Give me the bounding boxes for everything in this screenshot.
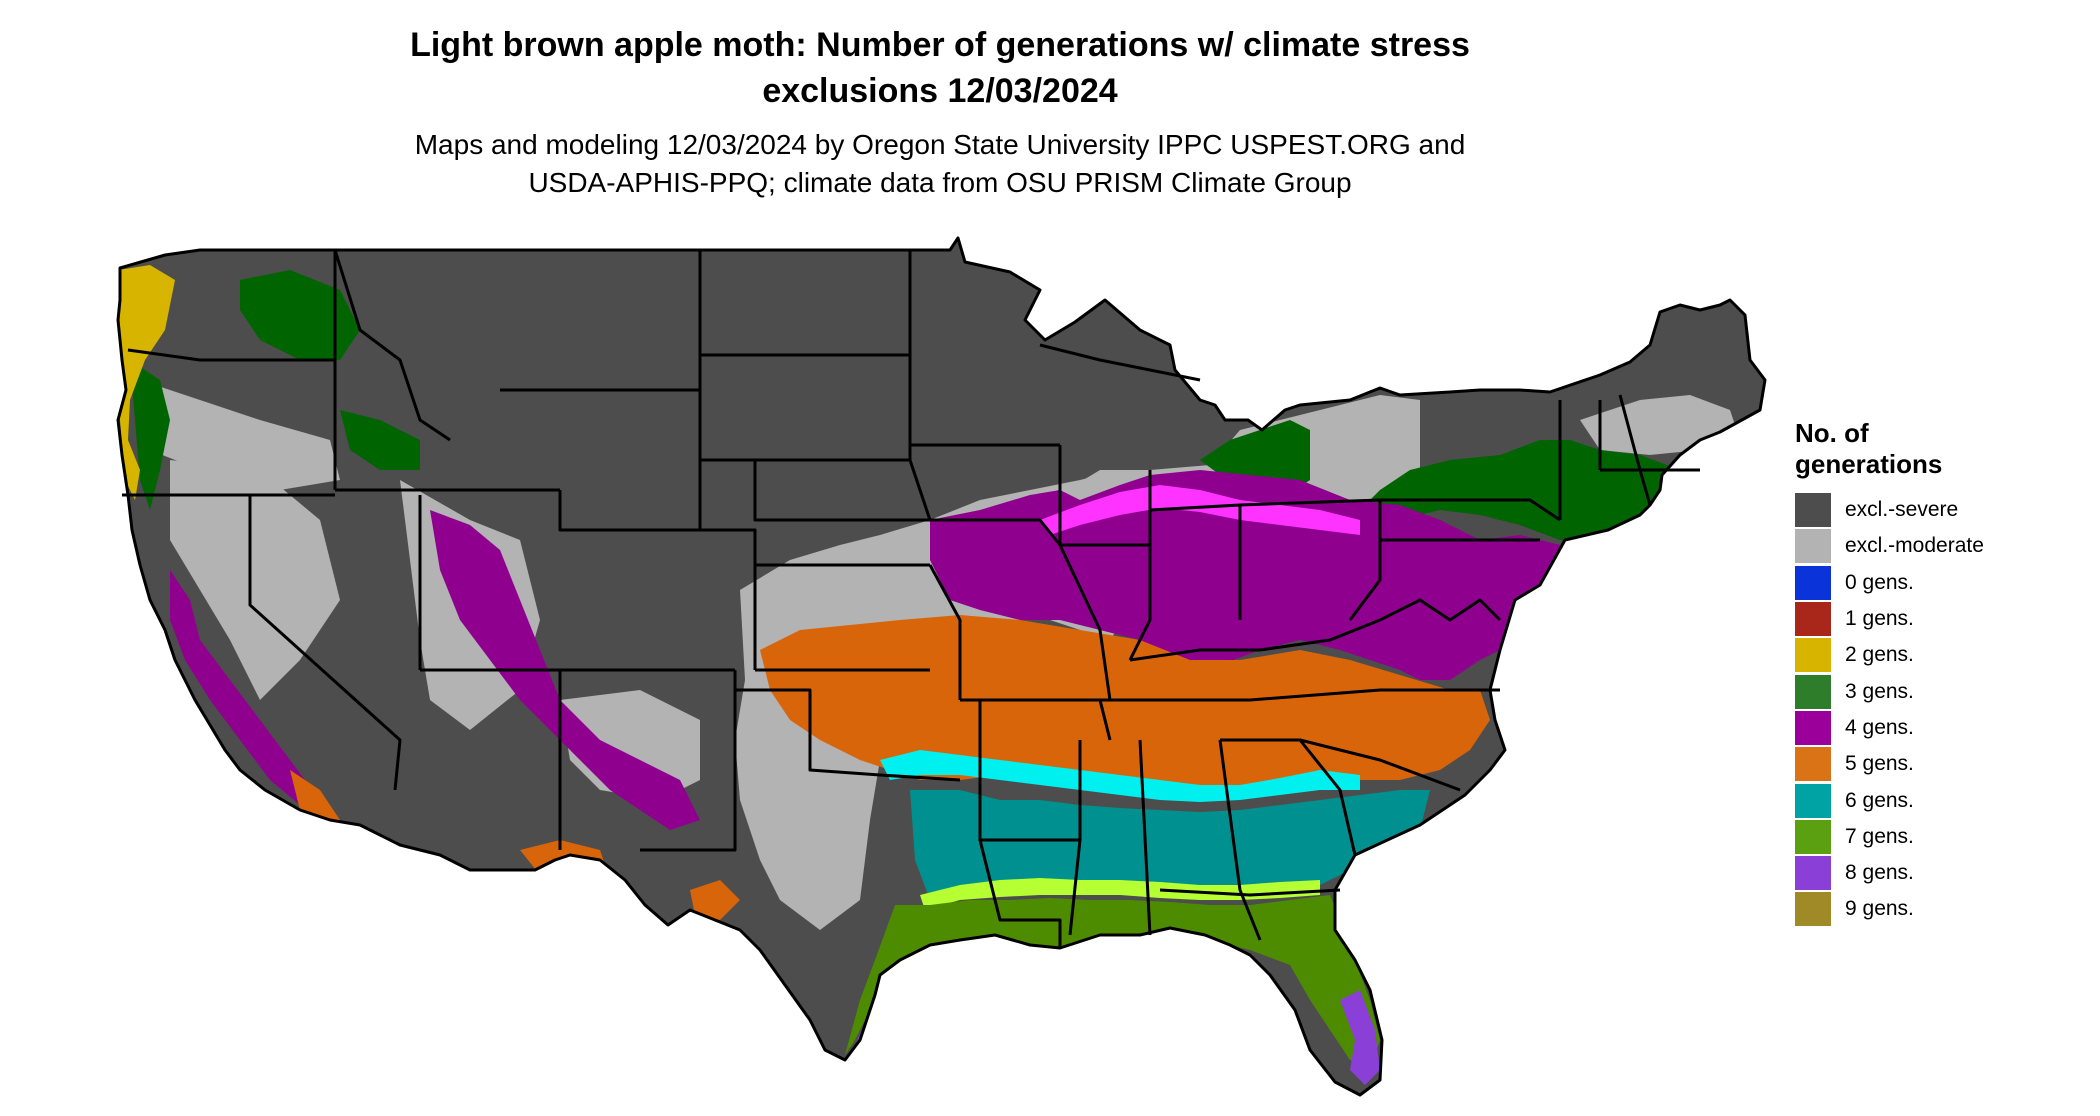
map-subtitle-line-2: USDA-APHIS-PPQ; climate data from OSU PR… bbox=[528, 167, 1352, 198]
zone-excl-moderate-northwest bbox=[140, 380, 340, 490]
zone-5-gens-southwest-coast bbox=[290, 770, 740, 920]
legend-title: No. of generations bbox=[1795, 418, 1984, 480]
zone-4-gens-southwest bbox=[170, 510, 700, 830]
border-new-england bbox=[1558, 394, 1700, 520]
map-title: Light brown apple moth: Number of genera… bbox=[0, 22, 1880, 114]
legend-swatch bbox=[1795, 783, 1831, 818]
legend-label: 6 gens. bbox=[1845, 788, 1914, 812]
border-mt-id bbox=[333, 249, 451, 442]
legend-swatch bbox=[1795, 529, 1831, 564]
legend-swatch bbox=[1795, 602, 1831, 637]
legend-label: 3 gens. bbox=[1845, 679, 1914, 703]
legend-swatch bbox=[1795, 892, 1831, 927]
border-oh-pa bbox=[1348, 500, 1382, 621]
border-va-wv-md bbox=[1379, 598, 1502, 622]
border-mn-ia bbox=[908, 250, 1060, 521]
border-ky bbox=[1129, 618, 1381, 662]
state-borders bbox=[116, 236, 1767, 1097]
border-ar-la bbox=[978, 839, 1062, 948]
legend-item: 6 gens. bbox=[1795, 782, 1984, 818]
legend-title-line-1: No. of bbox=[1795, 418, 1869, 448]
border-mt-nd-sd bbox=[698, 250, 910, 462]
legend-label: excl.-severe bbox=[1845, 498, 1959, 522]
legend-item: 9 gens. bbox=[1795, 891, 1984, 927]
border-il-in bbox=[1128, 470, 1152, 661]
legend-label: 7 gens. bbox=[1845, 824, 1914, 848]
map-subtitle-line-1: Maps and modeling 12/03/2024 by Oregon S… bbox=[414, 129, 1466, 160]
border-wa-or bbox=[127, 348, 335, 362]
border-ga-sc bbox=[1220, 738, 1357, 856]
map-legend: No. of generations excl.-severe excl.-mo… bbox=[1795, 418, 1984, 928]
zone-4-gens-midwest bbox=[930, 470, 1580, 680]
legend-swatch bbox=[1795, 747, 1831, 782]
legend-items: excl.-severe excl.-moderate 0 gens. 1 ge… bbox=[1795, 492, 1984, 928]
legend-label: 2 gens. bbox=[1845, 643, 1914, 667]
legend-swatch bbox=[1795, 493, 1831, 528]
border-ne-ks bbox=[753, 460, 930, 672]
zone-2-gens-pacific-northwest bbox=[118, 265, 175, 500]
border-nm-tx bbox=[640, 690, 737, 852]
legend-label: 1 gens. bbox=[1845, 607, 1914, 631]
legend-item: 3 gens. bbox=[1795, 673, 1984, 709]
legend-item: 0 gens. bbox=[1795, 565, 1984, 601]
legend-item: excl.-moderate bbox=[1795, 528, 1984, 564]
zone-7-gens-gulf-bright bbox=[920, 878, 1320, 910]
legend-label: excl.-moderate bbox=[1845, 534, 1984, 558]
legend-label: 5 gens. bbox=[1845, 752, 1914, 776]
legend-item: 8 gens. bbox=[1795, 855, 1984, 891]
legend-item: 4 gens. bbox=[1795, 710, 1984, 746]
border-ok-tx bbox=[733, 670, 961, 782]
legend-title-line-2: generations bbox=[1795, 449, 1943, 479]
legend-item: 2 gens. bbox=[1795, 637, 1984, 673]
legend-label: 9 gens. bbox=[1845, 897, 1914, 921]
legend-label: 8 gens. bbox=[1845, 861, 1914, 885]
border-mi-upper bbox=[1039, 343, 1201, 382]
border-ms-al bbox=[1068, 739, 1262, 941]
zone-3-gens-northwest bbox=[130, 270, 420, 510]
legend-swatch bbox=[1795, 565, 1831, 600]
border-nc-sc bbox=[1299, 738, 1461, 792]
legend-item: excl.-severe bbox=[1795, 492, 1984, 528]
border-ca-nv bbox=[248, 495, 402, 791]
legend-swatch bbox=[1795, 674, 1831, 709]
legend-label: 4 gens. bbox=[1845, 715, 1914, 739]
legend-swatch bbox=[1795, 710, 1831, 745]
border-ga-fl bbox=[1159, 888, 1341, 897]
border-ia-mo bbox=[928, 518, 1062, 700]
us-outline bbox=[116, 236, 1767, 1097]
legend-item: 5 gens. bbox=[1795, 746, 1984, 782]
map-subtitle: Maps and modeling 12/03/2024 by Oregon S… bbox=[0, 126, 1880, 202]
legend-item: 7 gens. bbox=[1795, 819, 1984, 855]
legend-swatch bbox=[1795, 856, 1831, 891]
map-title-line-1: Light brown apple moth: Number of genera… bbox=[410, 26, 1470, 64]
zone-5-gens-south-central bbox=[760, 615, 1490, 790]
zone-4-gens-bright-band bbox=[1040, 485, 1360, 535]
legend-label: 0 gens. bbox=[1845, 570, 1914, 594]
map-title-line-2: exclusions 12/03/2024 bbox=[762, 72, 1118, 110]
legend-swatch bbox=[1795, 638, 1831, 673]
border-wi-il bbox=[1058, 445, 1150, 701]
legend-item: 1 gens. bbox=[1795, 601, 1984, 637]
zone-6-gens-cyan-band bbox=[880, 750, 1360, 802]
zone-6-gens-southeast bbox=[910, 790, 1430, 900]
border-pa-ny bbox=[1380, 498, 1561, 542]
border-in-oh bbox=[1149, 498, 1381, 620]
border-co bbox=[560, 528, 757, 670]
legend-swatch bbox=[1795, 819, 1831, 854]
